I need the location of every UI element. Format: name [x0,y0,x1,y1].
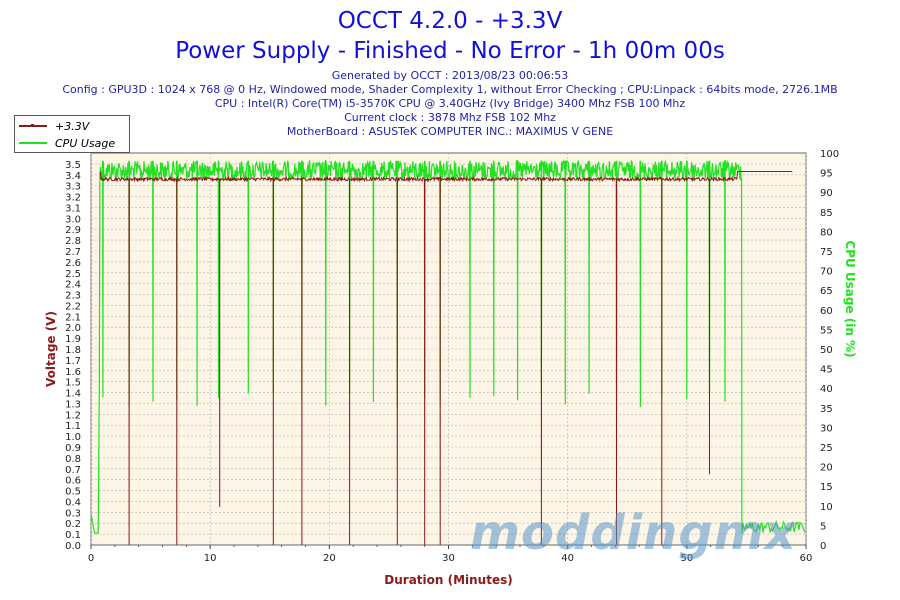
x-tick-label: 30 [442,553,455,564]
y-tick-label: 1.7 [65,356,81,367]
y-tick-label: 3.0 [65,214,81,225]
y2-tick-label: 45 [820,365,833,376]
watermark-logo: moddingmx [470,505,797,561]
y-tick-label: 1.9 [65,334,81,345]
chart-subtitle: Power Supply - Finished - No Error - 1h … [175,38,725,64]
y2-tick-label: 10 [820,502,833,513]
y-tick-label: 0.1 [65,530,81,541]
y2-tick-label: 35 [820,404,833,415]
y-tick-label: 1.6 [65,367,81,378]
y-tick-label: 3.1 [65,203,81,214]
y-tick-label: 0.4 [65,497,81,508]
x-tick-label: 10 [204,553,217,564]
legend-swatch-voltage [19,124,47,127]
x-tick-label: 60 [800,553,813,564]
x-tick-label: 20 [323,553,336,564]
y-tick-label: 1.1 [65,421,81,432]
legend: +3.3V CPU Usage [14,115,130,153]
y2-tick-label: 90 [820,188,833,199]
y-tick-label: 0.7 [65,465,81,476]
y2-tick-label: 100 [820,149,839,160]
y2-tick-label: 60 [820,306,833,317]
y2-tick-label: 65 [820,286,833,297]
x-tick-label: 50 [680,553,693,564]
info-clock: Current clock : 3878 Mhz FSB 102 Mhz [344,111,556,124]
legend-label-voltage: +3.3V [55,119,90,133]
chart-title: OCCT 4.2.0 - +3.3V [337,8,563,34]
y-tick-label: 1.8 [65,345,81,356]
y2-tick-label: 0 [820,541,826,552]
y-tick-label: 2.7 [65,247,81,258]
y-tick-label: 1.2 [65,410,81,421]
y-tick-label: 1.3 [65,399,81,410]
y2-tick-label: 70 [820,267,833,278]
y-tick-label: 2.0 [65,323,81,334]
y2-tick-label: 80 [820,227,833,238]
y-tick-label: 2.3 [65,291,81,302]
y2-tick-label: 30 [820,423,833,434]
y2-axis-label: CPU Usage (in %) [843,240,857,357]
y-tick-label: 2.2 [65,301,81,312]
series-voltage-line [100,171,793,546]
x-tick-label: 40 [561,553,574,564]
y-tick-label: 1.4 [65,389,81,400]
legend-item-cpu: CPU Usage [19,135,115,151]
y2-tick-label: 50 [820,345,833,356]
y-tick-label: 1.5 [65,378,81,389]
y2-tick-label: 20 [820,463,833,474]
info-cpu: CPU : Intel(R) Core(TM) i5-3570K CPU @ 3… [214,97,686,110]
info-motherboard: MotherBoard : ASUSTeK COMPUTER INC.: MAX… [286,125,614,138]
y-tick-label: 0.3 [65,508,81,519]
legend-swatch-cpu [19,142,47,144]
legend-label-cpu: CPU Usage [55,136,116,150]
y-tick-label: 0.8 [65,454,81,465]
y2-tick-label: 85 [820,208,833,219]
y-tick-label: 2.5 [65,269,81,280]
y-tick-label: 0.5 [65,487,81,498]
y-tick-label: 2.9 [65,225,81,236]
x-axis-label: Duration (Minutes) [384,573,512,587]
y-tick-label: 0.0 [65,541,81,552]
y-tick-label: 2.4 [65,280,81,291]
y-tick-label: 2.6 [65,258,81,269]
y2-tick-label: 40 [820,384,833,395]
x-tick-label: 0 [88,553,94,564]
info-generated: Generated by OCCT : 2013/08/23 00:06:53 [331,69,569,82]
y2-tick-label: 15 [820,482,833,493]
legend-item-voltage: +3.3V [19,118,89,134]
y-tick-label: 0.2 [65,519,81,530]
y-tick-label: 0.6 [65,476,81,487]
y-tick-label: 3.2 [65,193,81,204]
y2-tick-label: 95 [820,169,833,180]
y-tick-label: 2.1 [65,312,81,323]
y-tick-label: 1.0 [65,432,81,443]
y-axis-label: Voltage (V) [44,311,58,387]
y2-tick-label: 25 [820,443,833,454]
y-tick-label: 3.4 [65,171,81,182]
y2-tick-label: 75 [820,247,833,258]
y-tick-label: 3.5 [65,160,81,171]
y-tick-label: 0.9 [65,443,81,454]
y2-tick-label: 5 [820,521,826,532]
y2-tick-label: 55 [820,325,833,336]
y-tick-label: 3.3 [65,182,81,193]
info-config: Config : GPU3D : 1024 x 768 @ 0 Hz, Wind… [62,83,838,96]
y-tick-label: 2.8 [65,236,81,247]
